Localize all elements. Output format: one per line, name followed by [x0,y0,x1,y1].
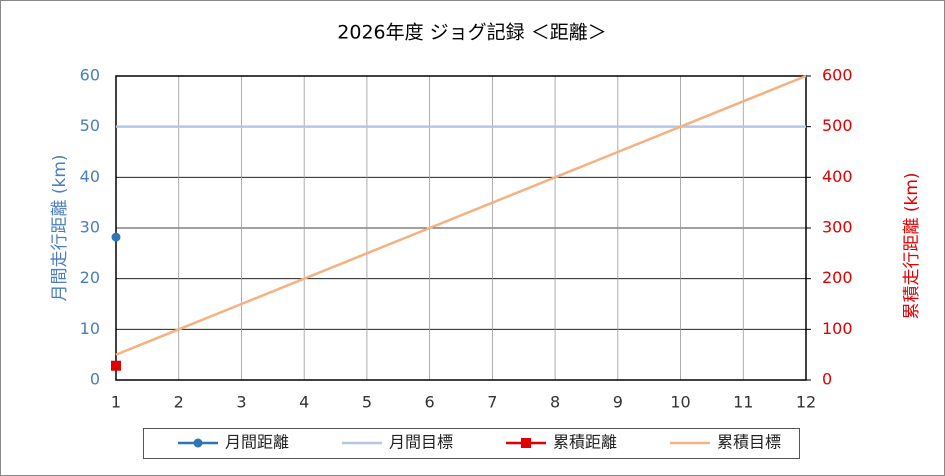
y-tick-label: 60 [80,66,100,85]
x-tick-label: 3 [236,393,246,412]
x-tick-label: 12 [796,393,816,412]
y2-tick-label: 300 [822,218,853,237]
legend: 月間距離 月間目標 累積距離 累積目標 [178,433,781,452]
y-tick-label: 10 [80,319,100,338]
y2-tick-label: 100 [822,319,853,338]
x-tick-label: 4 [299,393,309,412]
y2-axis-title: 累積走行距離 (km) [902,172,922,319]
x-tick-label: 6 [425,393,435,412]
x-tick-label: 7 [487,393,497,412]
y2-tick-label: 600 [822,66,853,85]
legend-label: 累積目標 [717,433,781,452]
y-tick-label: 40 [80,167,100,186]
y2-tick-label: 400 [822,167,853,186]
x-tick-label: 8 [550,393,560,412]
y2-tick-label: 0 [822,370,832,389]
y-tick-label: 20 [80,268,100,287]
marker [111,232,121,242]
series-line [115,74,807,356]
y-tick-label: 0 [90,370,100,389]
y2-tick-label: 500 [822,116,853,135]
y-axis-title: 月間走行距離 (km) [50,154,70,301]
x-tick-label: 2 [174,393,184,412]
y2-tick-label: 200 [822,268,853,287]
x-tick-label: 1 [111,393,121,412]
legend-marker [521,438,531,448]
plot-frame [115,75,807,381]
marker [111,360,121,371]
y-tick-label: 30 [80,218,100,237]
x-tick-label: 11 [733,393,753,412]
legend-label: 累積距離 [553,433,617,452]
legend-label: 月間距離 [225,433,289,452]
y-tick-label: 50 [80,116,100,135]
legend-marker [193,438,203,448]
chart-title: 2026年度 ジョグ記録 ＜距離＞ [337,22,606,44]
x-tick-label: 5 [362,393,372,412]
x-tick-label: 10 [670,393,690,412]
legend-label: 月間目標 [389,433,453,452]
x-tick-label: 9 [613,393,623,412]
plot-area [111,74,807,371]
